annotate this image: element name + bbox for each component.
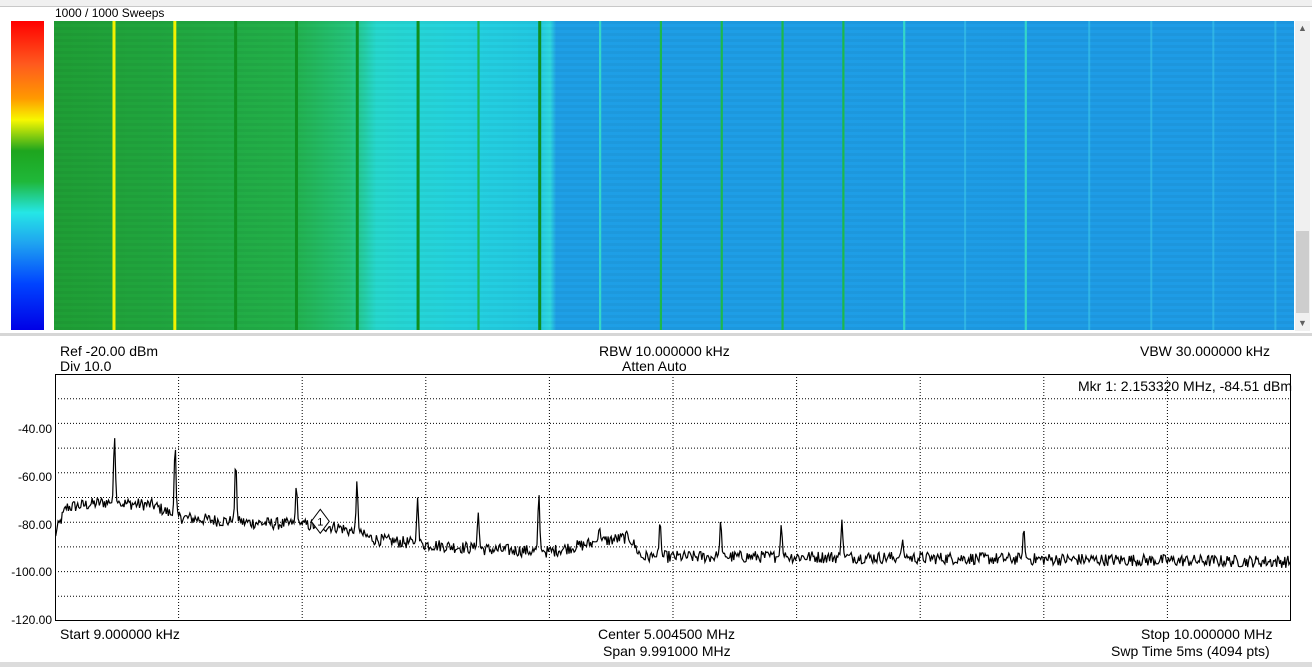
waterfall-signal-line [355, 21, 359, 330]
spectrum-trace [55, 438, 1291, 568]
waterfall-signal-line [112, 21, 116, 330]
y-tick-label: -100.00 [11, 565, 52, 579]
spectrum-plot[interactable]: 1 [55, 374, 1291, 621]
sweeps-counter: 1000 / 1000 Sweeps [55, 6, 165, 20]
waterfall-spectrogram[interactable] [54, 21, 1294, 330]
rbw-setting: RBW 10.000000 kHz [599, 343, 730, 359]
stop-frequency: Stop 10.000000 MHz [1141, 626, 1273, 642]
y-tick-label: -40.00 [17, 422, 52, 436]
waterfall-signal-line [842, 21, 845, 330]
waterfall-signal-line [538, 21, 542, 330]
waterfall-signal-line [903, 21, 906, 330]
pane-divider[interactable] [0, 333, 1312, 336]
waterfall-signal-line [294, 21, 298, 330]
waterfall-signal-line [1150, 21, 1153, 330]
waterfall-signal-line [964, 21, 967, 330]
attenuation-setting: Atten Auto [622, 358, 687, 374]
waterfall-signal-line [720, 21, 723, 330]
division-scale: Div 10.0 [60, 358, 112, 374]
window-bottom-border [0, 662, 1312, 667]
marker-1[interactable]: 1 [310, 508, 330, 535]
waterfall-signal-line [781, 21, 784, 330]
scroll-down-arrow-icon[interactable]: ▼ [1298, 318, 1307, 328]
marker-readout: Mkr 1: 2.153320 MHz, -84.51 dBm [1078, 378, 1292, 394]
waterfall-signal-line [659, 21, 663, 330]
waterfall-signal-line [1212, 21, 1215, 330]
waterfall-signal-line [1274, 21, 1277, 330]
waterfall-signal-line [1024, 21, 1027, 330]
y-tick-label: -60.00 [17, 470, 52, 484]
marker-number: 1 [317, 516, 323, 528]
frequency-span: Span 9.991000 MHz [603, 643, 731, 659]
waterfall-signal-line [234, 21, 238, 330]
window-top-border [0, 0, 1312, 7]
waterfall-signal-line [477, 21, 480, 330]
waterfall-signal-line [416, 21, 420, 330]
waterfall-signal-line [173, 21, 177, 330]
vbw-setting: VBW 30.000000 kHz [1140, 343, 1270, 359]
waterfall-signal-line [1088, 21, 1091, 330]
reference-level: Ref -20.00 dBm [60, 343, 159, 359]
y-tick-label: -120.00 [11, 613, 52, 627]
plot-grid [55, 374, 1291, 621]
sweep-time: Swp Time 5ms (4094 pts) [1111, 643, 1270, 659]
plot-frame [55, 374, 1291, 621]
scrollbar-thumb[interactable] [1296, 231, 1309, 313]
waterfall-signal-line [599, 21, 602, 330]
scroll-up-arrow-icon[interactable]: ▲ [1298, 23, 1307, 33]
center-frequency: Center 5.004500 MHz [598, 626, 735, 642]
marker-diamond-icon [310, 508, 330, 535]
y-tick-label: -80.00 [17, 518, 52, 532]
colorbar-legend [11, 21, 44, 330]
start-frequency: Start 9.000000 kHz [60, 626, 180, 642]
